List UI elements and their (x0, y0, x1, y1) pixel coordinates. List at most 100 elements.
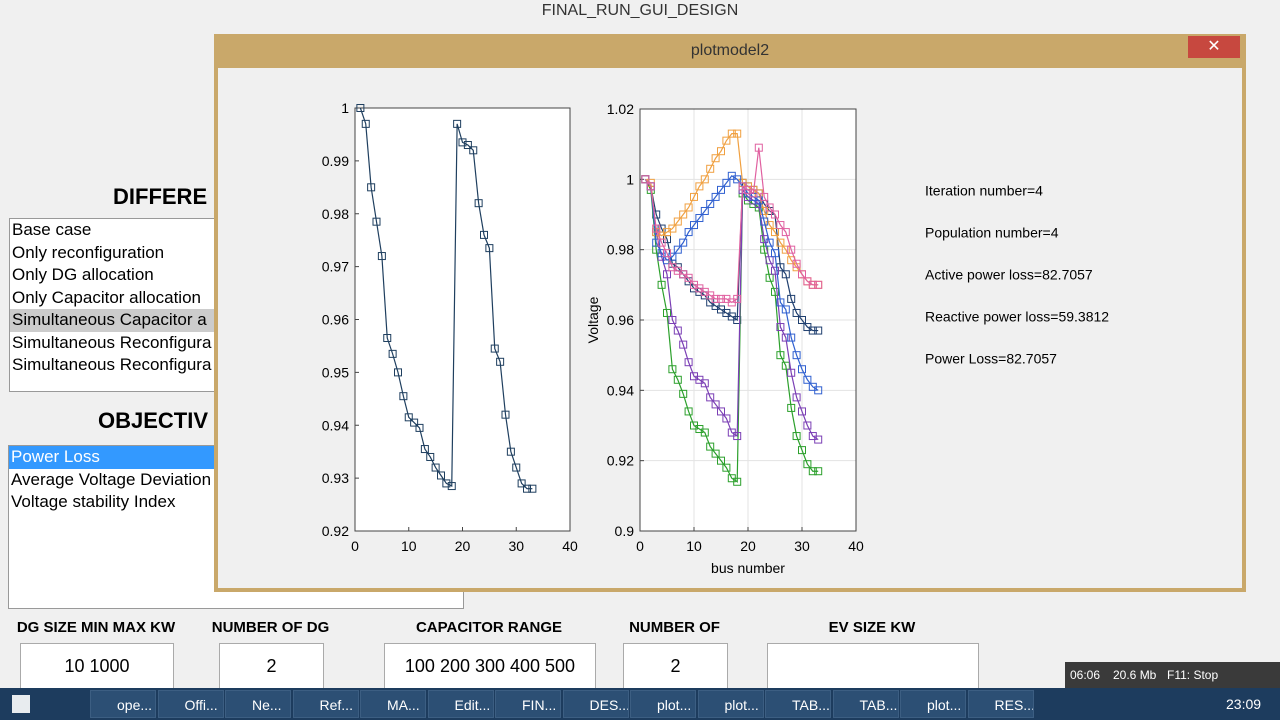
marker (706, 199, 715, 208)
recorder-bar: 06:06 20.6 Mb F11: Stop (1065, 662, 1280, 688)
y-tick-label: 0.96 (607, 312, 634, 328)
axes-frame (639, 108, 857, 532)
y-tick-label: 0.9 (615, 523, 635, 539)
marker (453, 119, 462, 128)
marker (679, 210, 688, 219)
marker (722, 136, 731, 145)
clock: 23:09 (1226, 696, 1262, 712)
list-item[interactable]: Average Voltage Deviation (11, 469, 212, 489)
marker (792, 432, 801, 441)
series-line (359, 107, 533, 490)
window-title: FINAL_RUN_GUI_DESIGN (0, 0, 1280, 22)
marker (426, 452, 435, 461)
list-item[interactable]: Simultaneous Reconfigura (12, 332, 212, 352)
taskbar-item[interactable]: FIN... (495, 690, 561, 718)
marker (765, 256, 774, 265)
input-box[interactable]: 10 1000 (20, 643, 174, 689)
taskbar-item[interactable]: plot... (630, 690, 696, 718)
marker (765, 273, 774, 282)
plot-window-title-bar: plotmodel2 ✕ (218, 34, 1242, 68)
list-item[interactable]: Simultaneous Capacitor a (10, 309, 220, 332)
marker (410, 418, 419, 427)
marker (528, 484, 537, 493)
marker (808, 467, 817, 476)
taskbar-item[interactable]: Edit... (427, 690, 494, 718)
marker (803, 375, 812, 384)
list-item[interactable]: Only DG allocation (12, 265, 154, 284)
marker (717, 456, 725, 465)
taskbar-item[interactable]: plot... (900, 690, 966, 718)
taskbar-item[interactable]: MA... (360, 690, 426, 718)
marker (765, 203, 774, 212)
series-line (644, 175, 819, 391)
marker (679, 238, 688, 247)
taskbar-item[interactable]: TAB... (765, 690, 831, 718)
list-item[interactable]: Voltage stability Index (11, 492, 176, 511)
marker (367, 183, 376, 192)
marker (765, 238, 774, 247)
axes-frame (354, 107, 571, 532)
y-tick-label: 1 (341, 100, 349, 116)
taskbar-item[interactable]: RES... (967, 690, 1034, 718)
marker (733, 129, 742, 138)
taskbar-item[interactable]: Ref... (292, 690, 359, 718)
marker (814, 467, 823, 476)
marker (776, 323, 785, 332)
marker (814, 435, 823, 444)
input-box[interactable]: 2 (623, 643, 728, 689)
marker (798, 316, 806, 324)
marker (798, 365, 806, 374)
input-box[interactable]: 2 (219, 643, 324, 689)
info-text: Population number=4 (925, 225, 1059, 241)
list-item[interactable]: Only reconfiguration (12, 242, 165, 262)
case-list[interactable]: Base case Only reconfiguration Only DG all… (9, 218, 221, 392)
recorder-stop[interactable]: F11: Stop (1167, 668, 1219, 682)
marker (787, 403, 796, 412)
y-tick-label: 0.92 (607, 453, 634, 469)
taskbar-item[interactable]: Ne... (225, 690, 291, 718)
marker (700, 428, 709, 437)
x-tick-label: 20 (740, 538, 756, 554)
taskbar-item[interactable]: ope... (90, 690, 156, 718)
input-label: NUMBER OF (629, 619, 720, 636)
taskbar-item[interactable]: TAB... (832, 690, 899, 718)
list-item[interactable]: Simultaneous Reconfigura (12, 355, 212, 374)
marker (722, 463, 731, 472)
marker (673, 326, 682, 335)
marker (760, 192, 769, 201)
x-tick-label: 20 (455, 538, 471, 554)
marker (442, 479, 451, 488)
input-label: EV SIZE KW (828, 619, 916, 636)
y-tick-label: 0.94 (607, 382, 634, 398)
marker (717, 294, 725, 303)
marker (657, 249, 666, 258)
input-box[interactable] (767, 643, 979, 689)
marker (792, 393, 801, 402)
marker (496, 357, 505, 366)
marker (814, 280, 823, 289)
info-text: Reactive power loss=59.3812 (925, 309, 1109, 325)
y-axis-label: Voltage (585, 296, 601, 343)
marker (690, 192, 698, 201)
list-item[interactable]: Only Capacitor allocation (12, 287, 201, 307)
taskbar-item[interactable]: plot... (697, 690, 764, 718)
taskbar-item[interactable]: DES... (562, 690, 629, 718)
marker (657, 238, 666, 247)
marker (814, 326, 823, 335)
close-button[interactable]: ✕ (1188, 36, 1240, 58)
marker (711, 449, 720, 458)
marker (781, 361, 790, 370)
marker (781, 270, 790, 279)
marker (517, 479, 526, 488)
x-tick-label: 30 (508, 538, 524, 554)
y-tick-label: 0.98 (607, 242, 634, 258)
start-button[interactable] (12, 695, 30, 713)
marker (356, 104, 365, 112)
marker (485, 244, 494, 253)
marker (404, 413, 413, 422)
list-item[interactable]: Base case (12, 220, 92, 239)
input-box[interactable]: 100 200 300 400 500 (384, 643, 596, 689)
marker (711, 192, 720, 201)
x-tick-label: 10 (686, 538, 702, 554)
taskbar-item[interactable]: Offi... (157, 690, 224, 718)
